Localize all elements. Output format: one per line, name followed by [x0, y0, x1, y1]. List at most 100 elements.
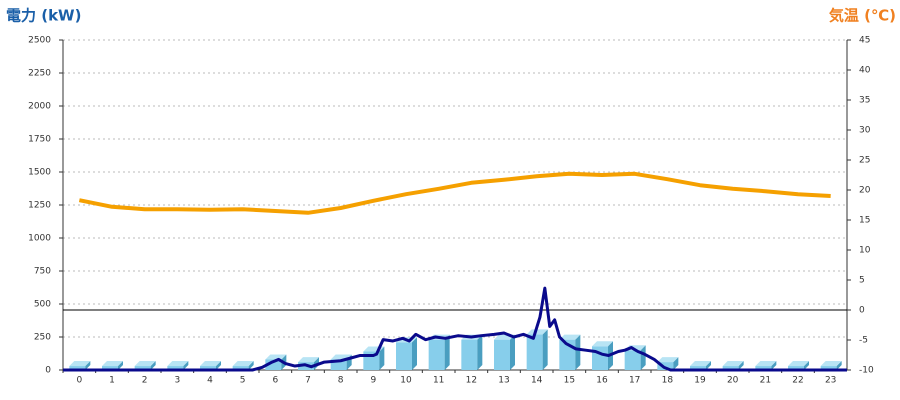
x-tick-label: 15	[564, 376, 575, 386]
bar-front	[102, 366, 118, 370]
bar-front	[788, 366, 804, 370]
bar	[69, 361, 91, 370]
y2-tick-label: 5	[859, 276, 865, 286]
y2-tick-label: 45	[859, 36, 870, 46]
bar-top	[265, 354, 287, 360]
y-tick-label: 0	[45, 366, 51, 376]
bar-front	[461, 339, 478, 370]
x-tick-label: 10	[400, 376, 412, 386]
x-tick-label: 17	[629, 376, 640, 386]
bar-front	[592, 346, 608, 370]
bar-side	[379, 346, 385, 370]
left-axis-title: 電力 (kW)	[6, 7, 81, 25]
bar-front	[428, 339, 445, 370]
bar-front	[755, 366, 772, 370]
bar	[396, 337, 417, 370]
bar	[526, 329, 548, 370]
bar-front	[330, 359, 347, 370]
x-tick-label: 18	[662, 376, 674, 386]
x-tick-label: 3	[174, 376, 180, 386]
y-tick-label: 1500	[28, 168, 51, 178]
bar-front	[69, 366, 86, 370]
bar-side	[248, 361, 254, 370]
bar-front	[722, 366, 739, 370]
bar	[820, 361, 842, 370]
y2-tick-label: 25	[859, 156, 870, 166]
bar-front	[690, 366, 706, 370]
bar	[657, 357, 679, 370]
bar-side	[216, 361, 221, 370]
bar-side	[444, 334, 450, 370]
bar-top	[69, 361, 91, 367]
bar-top	[298, 357, 319, 363]
bar	[167, 361, 189, 370]
x-tick-label: 12	[466, 376, 477, 386]
y2-tick-label: 30	[859, 126, 871, 136]
bar-top	[820, 361, 842, 367]
bar-side	[804, 361, 809, 370]
bar-side	[738, 361, 744, 370]
x-tick-label: 2	[142, 376, 148, 386]
bar-front	[200, 366, 216, 370]
bar-side	[85, 361, 91, 370]
x-tick-label: 8	[338, 376, 344, 386]
bar-front	[396, 342, 412, 370]
x-tick-label: 22	[792, 376, 803, 386]
bar-front	[232, 366, 249, 370]
bar	[690, 361, 711, 370]
y2-tick-label: -10	[859, 366, 874, 376]
y2-tick-label: 10	[859, 246, 871, 256]
bar-top	[690, 361, 711, 367]
y2-tick-label: 35	[859, 96, 870, 106]
bar	[200, 361, 221, 370]
bar-top	[788, 361, 809, 367]
bar-top	[526, 329, 548, 335]
bar-side	[706, 361, 711, 370]
bar-front	[265, 359, 282, 370]
y-tick-label: 250	[34, 333, 51, 343]
bar-top	[592, 341, 613, 347]
x-tick-label: 6	[272, 376, 278, 386]
bar	[134, 361, 156, 370]
y2-tick-label: 20	[859, 186, 871, 196]
bar-front	[526, 334, 543, 370]
y-tick-label: 500	[34, 300, 51, 310]
y-tick-label: 1250	[28, 201, 51, 211]
x-tick-label: 11	[433, 376, 444, 386]
bar-side	[771, 361, 777, 370]
x-tick-label: 16	[596, 376, 608, 386]
bar	[788, 361, 809, 370]
bar-front	[820, 366, 837, 370]
bar-side	[118, 361, 123, 370]
x-tick-label: 9	[370, 376, 376, 386]
bar-side	[640, 345, 646, 370]
bar	[461, 334, 483, 370]
x-tick-label: 21	[760, 376, 771, 386]
bar-side	[510, 334, 515, 370]
y-tick-label: 2000	[28, 102, 51, 112]
bar-top	[167, 361, 189, 367]
bar	[722, 361, 744, 370]
bar-front	[657, 362, 674, 370]
bar	[363, 346, 385, 370]
x-tick-label: 20	[727, 376, 739, 386]
x-tick-label: 0	[76, 376, 82, 386]
bar-side	[150, 361, 156, 370]
y2-tick-label: 0	[859, 306, 865, 316]
bar	[494, 334, 515, 370]
bar-side	[836, 361, 842, 370]
x-tick-label: 1	[109, 376, 115, 386]
y2-tick-label: -5	[859, 336, 868, 346]
x-tick-label: 19	[694, 376, 706, 386]
x-tick-label: 5	[240, 376, 246, 386]
bar-front	[167, 366, 184, 370]
bar-side	[575, 334, 581, 370]
bar-side	[183, 361, 189, 370]
x-tick-label: 13	[498, 376, 509, 386]
bar	[232, 361, 254, 370]
x-tick-label: 23	[825, 376, 836, 386]
bar-side	[542, 329, 548, 370]
bar	[755, 361, 777, 370]
bar-top	[559, 334, 581, 340]
